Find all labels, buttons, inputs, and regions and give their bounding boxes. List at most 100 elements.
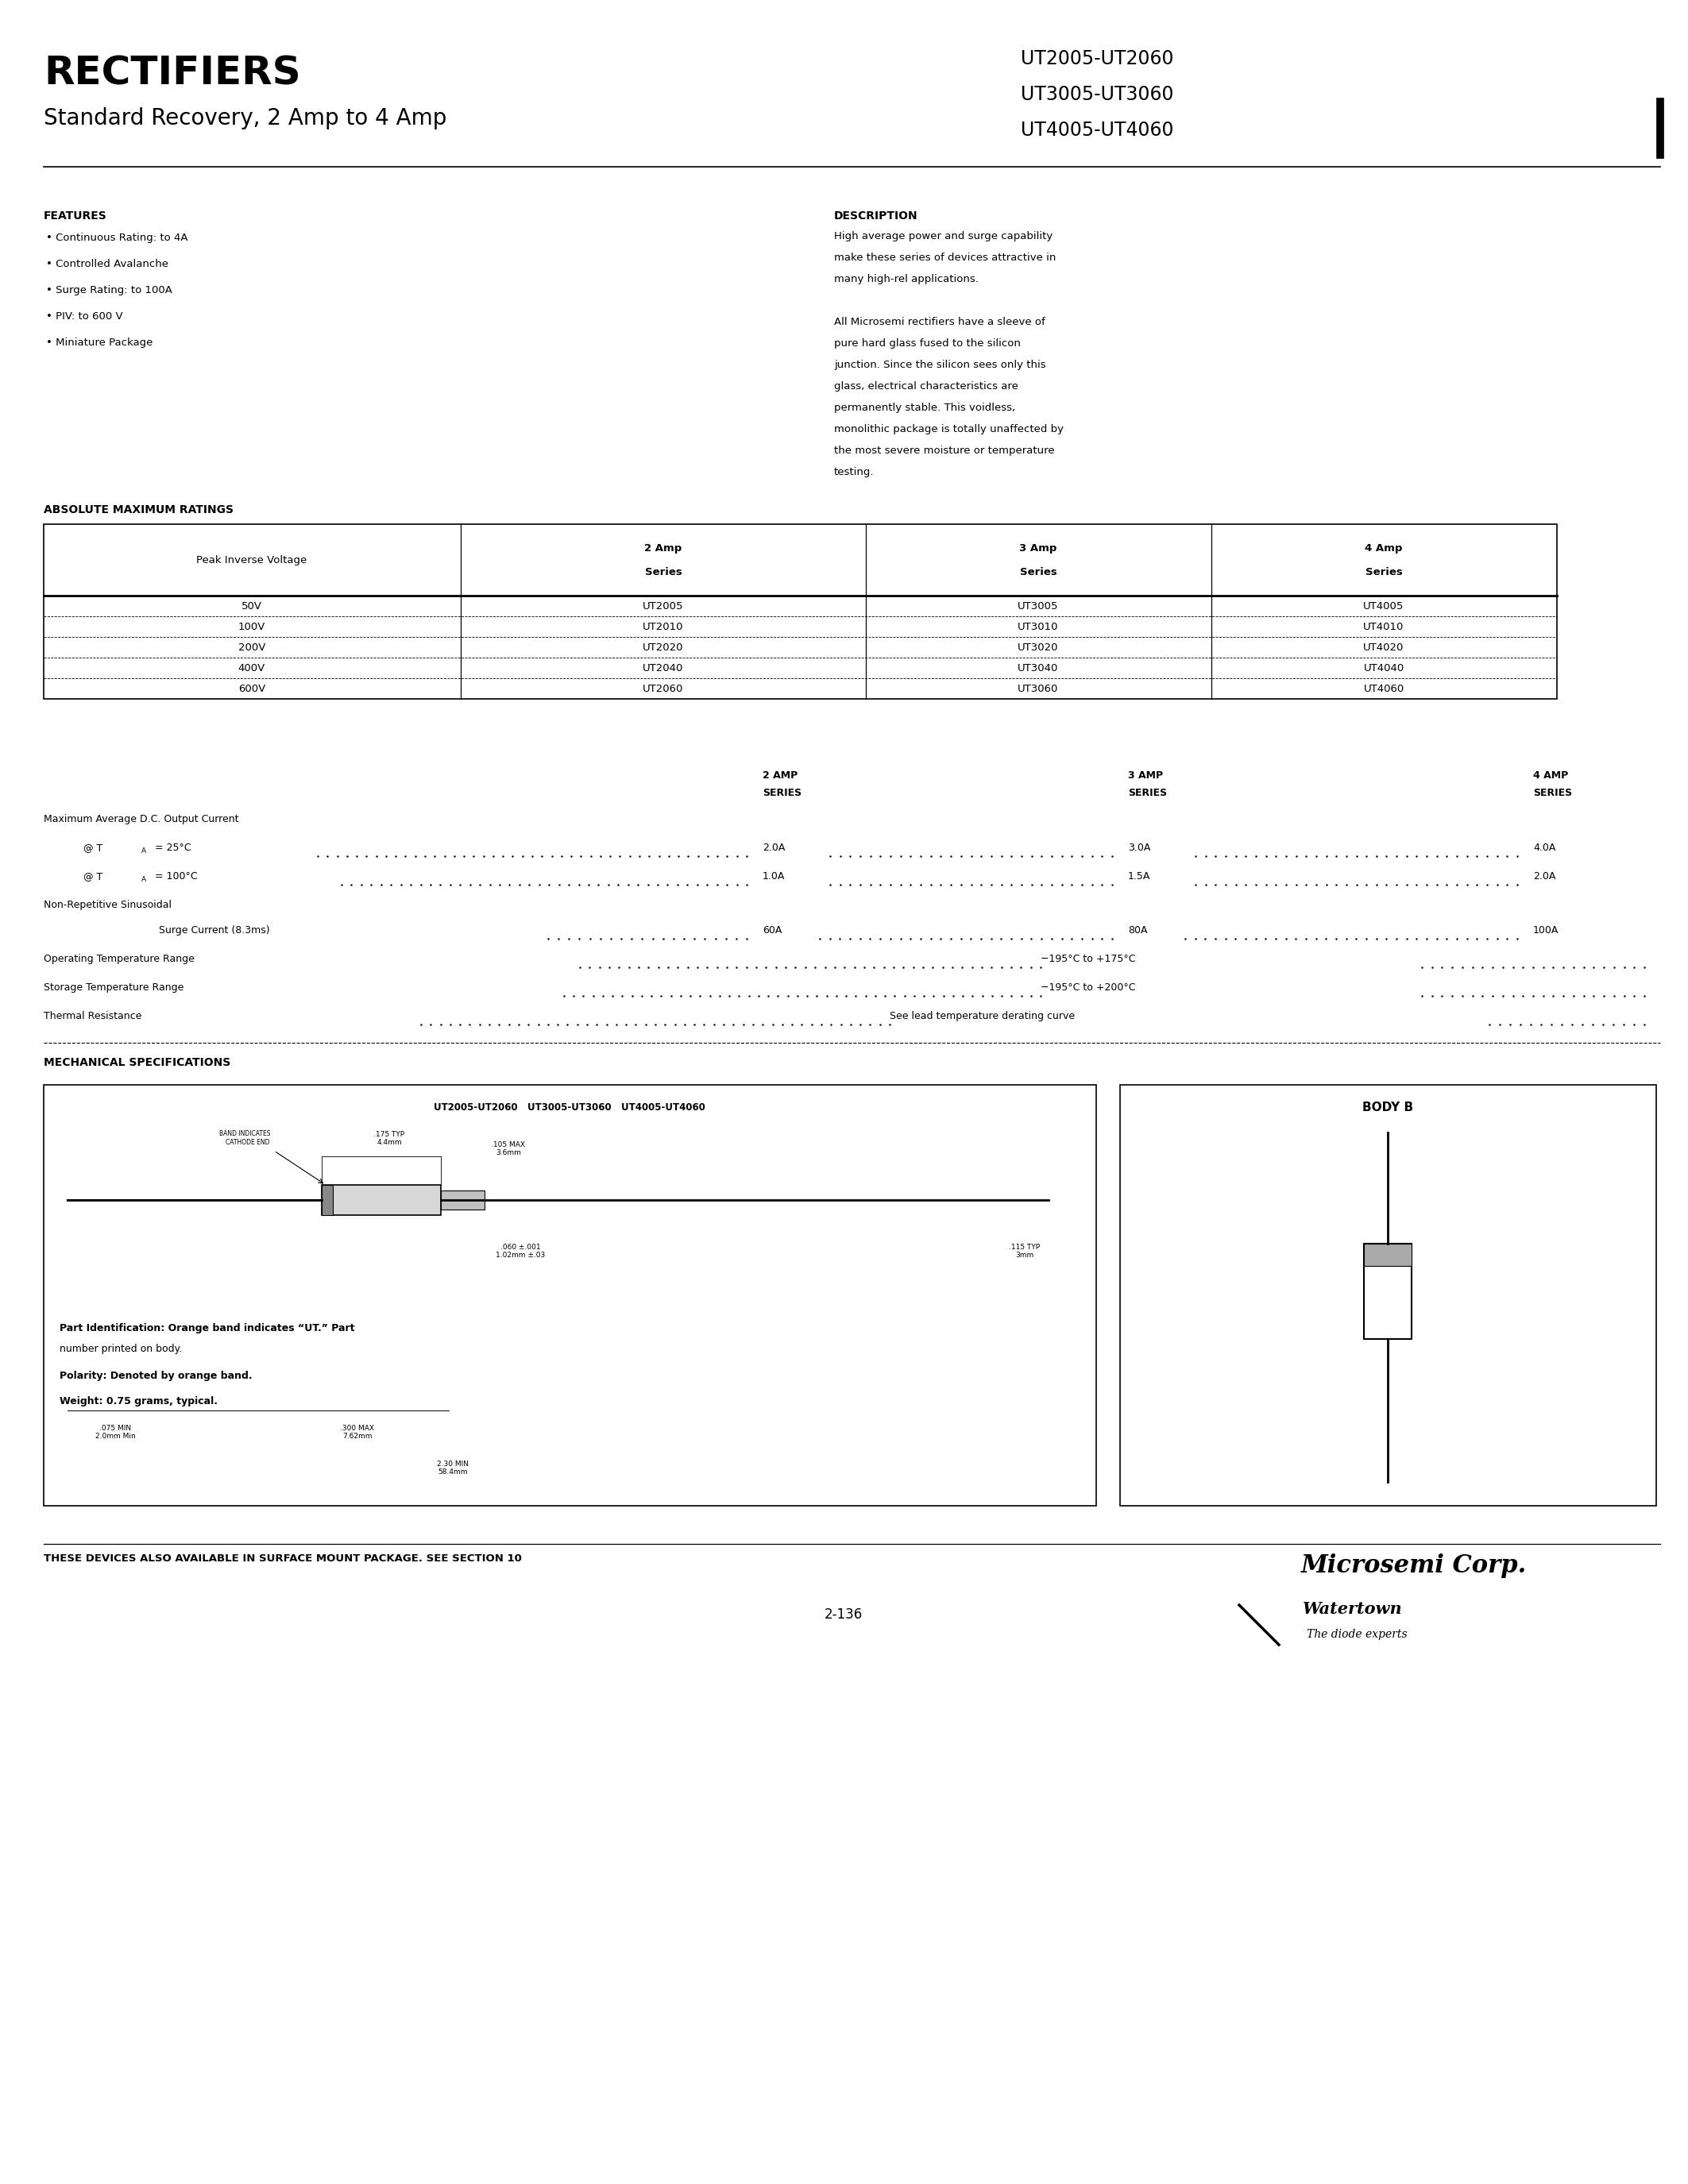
Text: A: A <box>142 847 147 854</box>
Text: 200V: 200V <box>238 642 265 653</box>
Text: @ T: @ T <box>83 843 103 854</box>
Text: number printed on body.: number printed on body. <box>59 1343 182 1354</box>
Text: • Continuous Rating: to 4A: • Continuous Rating: to 4A <box>46 234 187 242</box>
Text: the most severe moisture or temperature: the most severe moisture or temperature <box>834 446 1055 456</box>
Text: UT4060: UT4060 <box>1364 684 1404 695</box>
Text: 2.0A: 2.0A <box>1533 871 1556 882</box>
Text: 600V: 600V <box>238 684 265 695</box>
Text: Series: Series <box>1020 566 1057 577</box>
Text: UT4040: UT4040 <box>1364 662 1404 673</box>
Text: UT4020: UT4020 <box>1364 642 1404 653</box>
Text: UT4005-UT4060: UT4005-UT4060 <box>1021 120 1173 140</box>
Text: See lead temperature derating curve: See lead temperature derating curve <box>890 1011 1075 1022</box>
Text: 2 AMP: 2 AMP <box>763 771 798 780</box>
Text: Polarity: Denoted by orange band.: Polarity: Denoted by orange band. <box>59 1372 252 1380</box>
Text: Series: Series <box>645 566 682 577</box>
Text: 3.0A: 3.0A <box>1128 843 1151 854</box>
Text: UT2005-UT2060: UT2005-UT2060 <box>1021 50 1173 68</box>
Text: UT3020: UT3020 <box>1018 642 1058 653</box>
Text: junction. Since the silicon sees only this: junction. Since the silicon sees only th… <box>834 360 1047 369</box>
Text: = 25°C: = 25°C <box>155 843 191 854</box>
Text: 2.0A: 2.0A <box>763 843 785 854</box>
Text: 4 Amp: 4 Amp <box>1366 544 1403 553</box>
Text: UT2005-UT2060   UT3005-UT3060   UT4005-UT4060: UT2005-UT2060 UT3005-UT3060 UT4005-UT406… <box>434 1103 706 1112</box>
Text: SERIES: SERIES <box>1128 788 1166 797</box>
Text: 80A: 80A <box>1128 926 1148 935</box>
Text: • PIV: to 600 V: • PIV: to 600 V <box>46 312 123 321</box>
Text: Operating Temperature Range: Operating Temperature Range <box>44 954 194 963</box>
Text: 100A: 100A <box>1533 926 1558 935</box>
Text: All Microsemi rectifiers have a sleeve of: All Microsemi rectifiers have a sleeve o… <box>834 317 1045 328</box>
Text: .300 MAX
7.62mm: .300 MAX 7.62mm <box>341 1424 375 1439</box>
Bar <box>1364 1243 1411 1267</box>
Text: UT2060: UT2060 <box>643 684 684 695</box>
Text: UT3060: UT3060 <box>1018 684 1058 695</box>
Bar <box>44 1085 1096 1505</box>
Text: Thermal Resistance: Thermal Resistance <box>44 1011 142 1022</box>
Text: .115 TYP
3mm: .115 TYP 3mm <box>1009 1243 1040 1260</box>
Text: permanently stable. This voidless,: permanently stable. This voidless, <box>834 402 1014 413</box>
Text: • Controlled Avalanche: • Controlled Avalanche <box>46 260 169 269</box>
Text: UT2040: UT2040 <box>643 662 684 673</box>
Text: SERIES: SERIES <box>1533 788 1572 797</box>
Text: UT4010: UT4010 <box>1364 622 1404 631</box>
Text: = 100°C: = 100°C <box>155 871 197 882</box>
Text: UT2020: UT2020 <box>643 642 684 653</box>
Text: DESCRIPTION: DESCRIPTION <box>834 210 918 221</box>
Text: A: A <box>142 876 147 882</box>
Bar <box>1364 1243 1411 1339</box>
Text: RECTIFIERS: RECTIFIERS <box>44 55 300 92</box>
Text: FEATURES: FEATURES <box>44 210 106 221</box>
Text: THESE DEVICES ALSO AVAILABLE IN SURFACE MOUNT PACKAGE. SEE SECTION 10: THESE DEVICES ALSO AVAILABLE IN SURFACE … <box>44 1553 522 1564</box>
Text: −195°C to +200°C: −195°C to +200°C <box>1040 983 1136 994</box>
Text: MECHANICAL SPECIFICATIONS: MECHANICAL SPECIFICATIONS <box>44 1057 231 1068</box>
Bar <box>322 1186 333 1214</box>
Text: • Miniature Package: • Miniature Package <box>46 339 154 347</box>
Text: BODY B: BODY B <box>1362 1101 1413 1114</box>
Text: make these series of devices attractive in: make these series of devices attractive … <box>834 253 1057 262</box>
Text: @ T: @ T <box>83 871 103 882</box>
Text: 2 Amp: 2 Amp <box>645 544 682 553</box>
Text: UT4005: UT4005 <box>1364 601 1404 612</box>
Text: High average power and surge capability: High average power and surge capability <box>834 232 1053 242</box>
Text: .060 ±.001
1.02mm ±.03: .060 ±.001 1.02mm ±.03 <box>496 1243 545 1260</box>
Text: 2.30 MIN
58.4mm: 2.30 MIN 58.4mm <box>437 1461 469 1476</box>
Text: 3 Amp: 3 Amp <box>1020 544 1057 553</box>
Text: 100V: 100V <box>238 622 265 631</box>
Text: monolithic package is totally unaffected by: monolithic package is totally unaffected… <box>834 424 1063 435</box>
Text: Peak Inverse Voltage: Peak Inverse Voltage <box>196 555 307 566</box>
Text: 1.0A: 1.0A <box>763 871 785 882</box>
Text: .075 MIN
2.0mm Min: .075 MIN 2.0mm Min <box>95 1424 135 1439</box>
Text: 400V: 400V <box>238 662 265 673</box>
Text: .105 MAX
3.6mm: .105 MAX 3.6mm <box>491 1140 525 1155</box>
Text: pure hard glass fused to the silicon: pure hard glass fused to the silicon <box>834 339 1021 349</box>
Text: ABSOLUTE MAXIMUM RATINGS: ABSOLUTE MAXIMUM RATINGS <box>44 505 233 515</box>
Text: Non-Repetitive Sinusoidal: Non-Repetitive Sinusoidal <box>44 900 172 911</box>
Text: UT2010: UT2010 <box>643 622 684 631</box>
Text: many high-rel applications.: many high-rel applications. <box>834 273 979 284</box>
Text: UT3010: UT3010 <box>1018 622 1058 631</box>
Text: SERIES: SERIES <box>763 788 802 797</box>
Text: • Surge Rating: to 100A: • Surge Rating: to 100A <box>46 286 172 295</box>
Text: Watertown: Watertown <box>1303 1601 1403 1616</box>
Text: .175 TYP
4.4mm: .175 TYP 4.4mm <box>373 1131 405 1147</box>
Text: 4.0A: 4.0A <box>1533 843 1556 854</box>
Text: Surge Current (8.3ms): Surge Current (8.3ms) <box>159 926 270 935</box>
Text: UT3005: UT3005 <box>1018 601 1058 612</box>
Text: Series: Series <box>1366 566 1403 577</box>
Text: UT2005: UT2005 <box>643 601 684 612</box>
Text: 3 AMP: 3 AMP <box>1128 771 1163 780</box>
Text: Maximum Average D.C. Output Current: Maximum Average D.C. Output Current <box>44 815 238 823</box>
Text: UT3005-UT3060: UT3005-UT3060 <box>1021 85 1173 105</box>
Bar <box>322 1186 441 1214</box>
Text: UT3040: UT3040 <box>1018 662 1058 673</box>
Text: 4 AMP: 4 AMP <box>1533 771 1568 780</box>
Text: 50V: 50V <box>241 601 262 612</box>
Text: Weight: 0.75 grams, typical.: Weight: 0.75 grams, typical. <box>59 1396 218 1406</box>
Text: testing.: testing. <box>834 467 874 478</box>
Text: Microsemi Corp.: Microsemi Corp. <box>1301 1553 1528 1579</box>
Text: Standard Recovery, 2 Amp to 4 Amp: Standard Recovery, 2 Amp to 4 Amp <box>44 107 447 129</box>
Text: The diode experts: The diode experts <box>1307 1629 1408 1640</box>
Text: 1.5A: 1.5A <box>1128 871 1151 882</box>
Bar <box>44 524 1556 699</box>
